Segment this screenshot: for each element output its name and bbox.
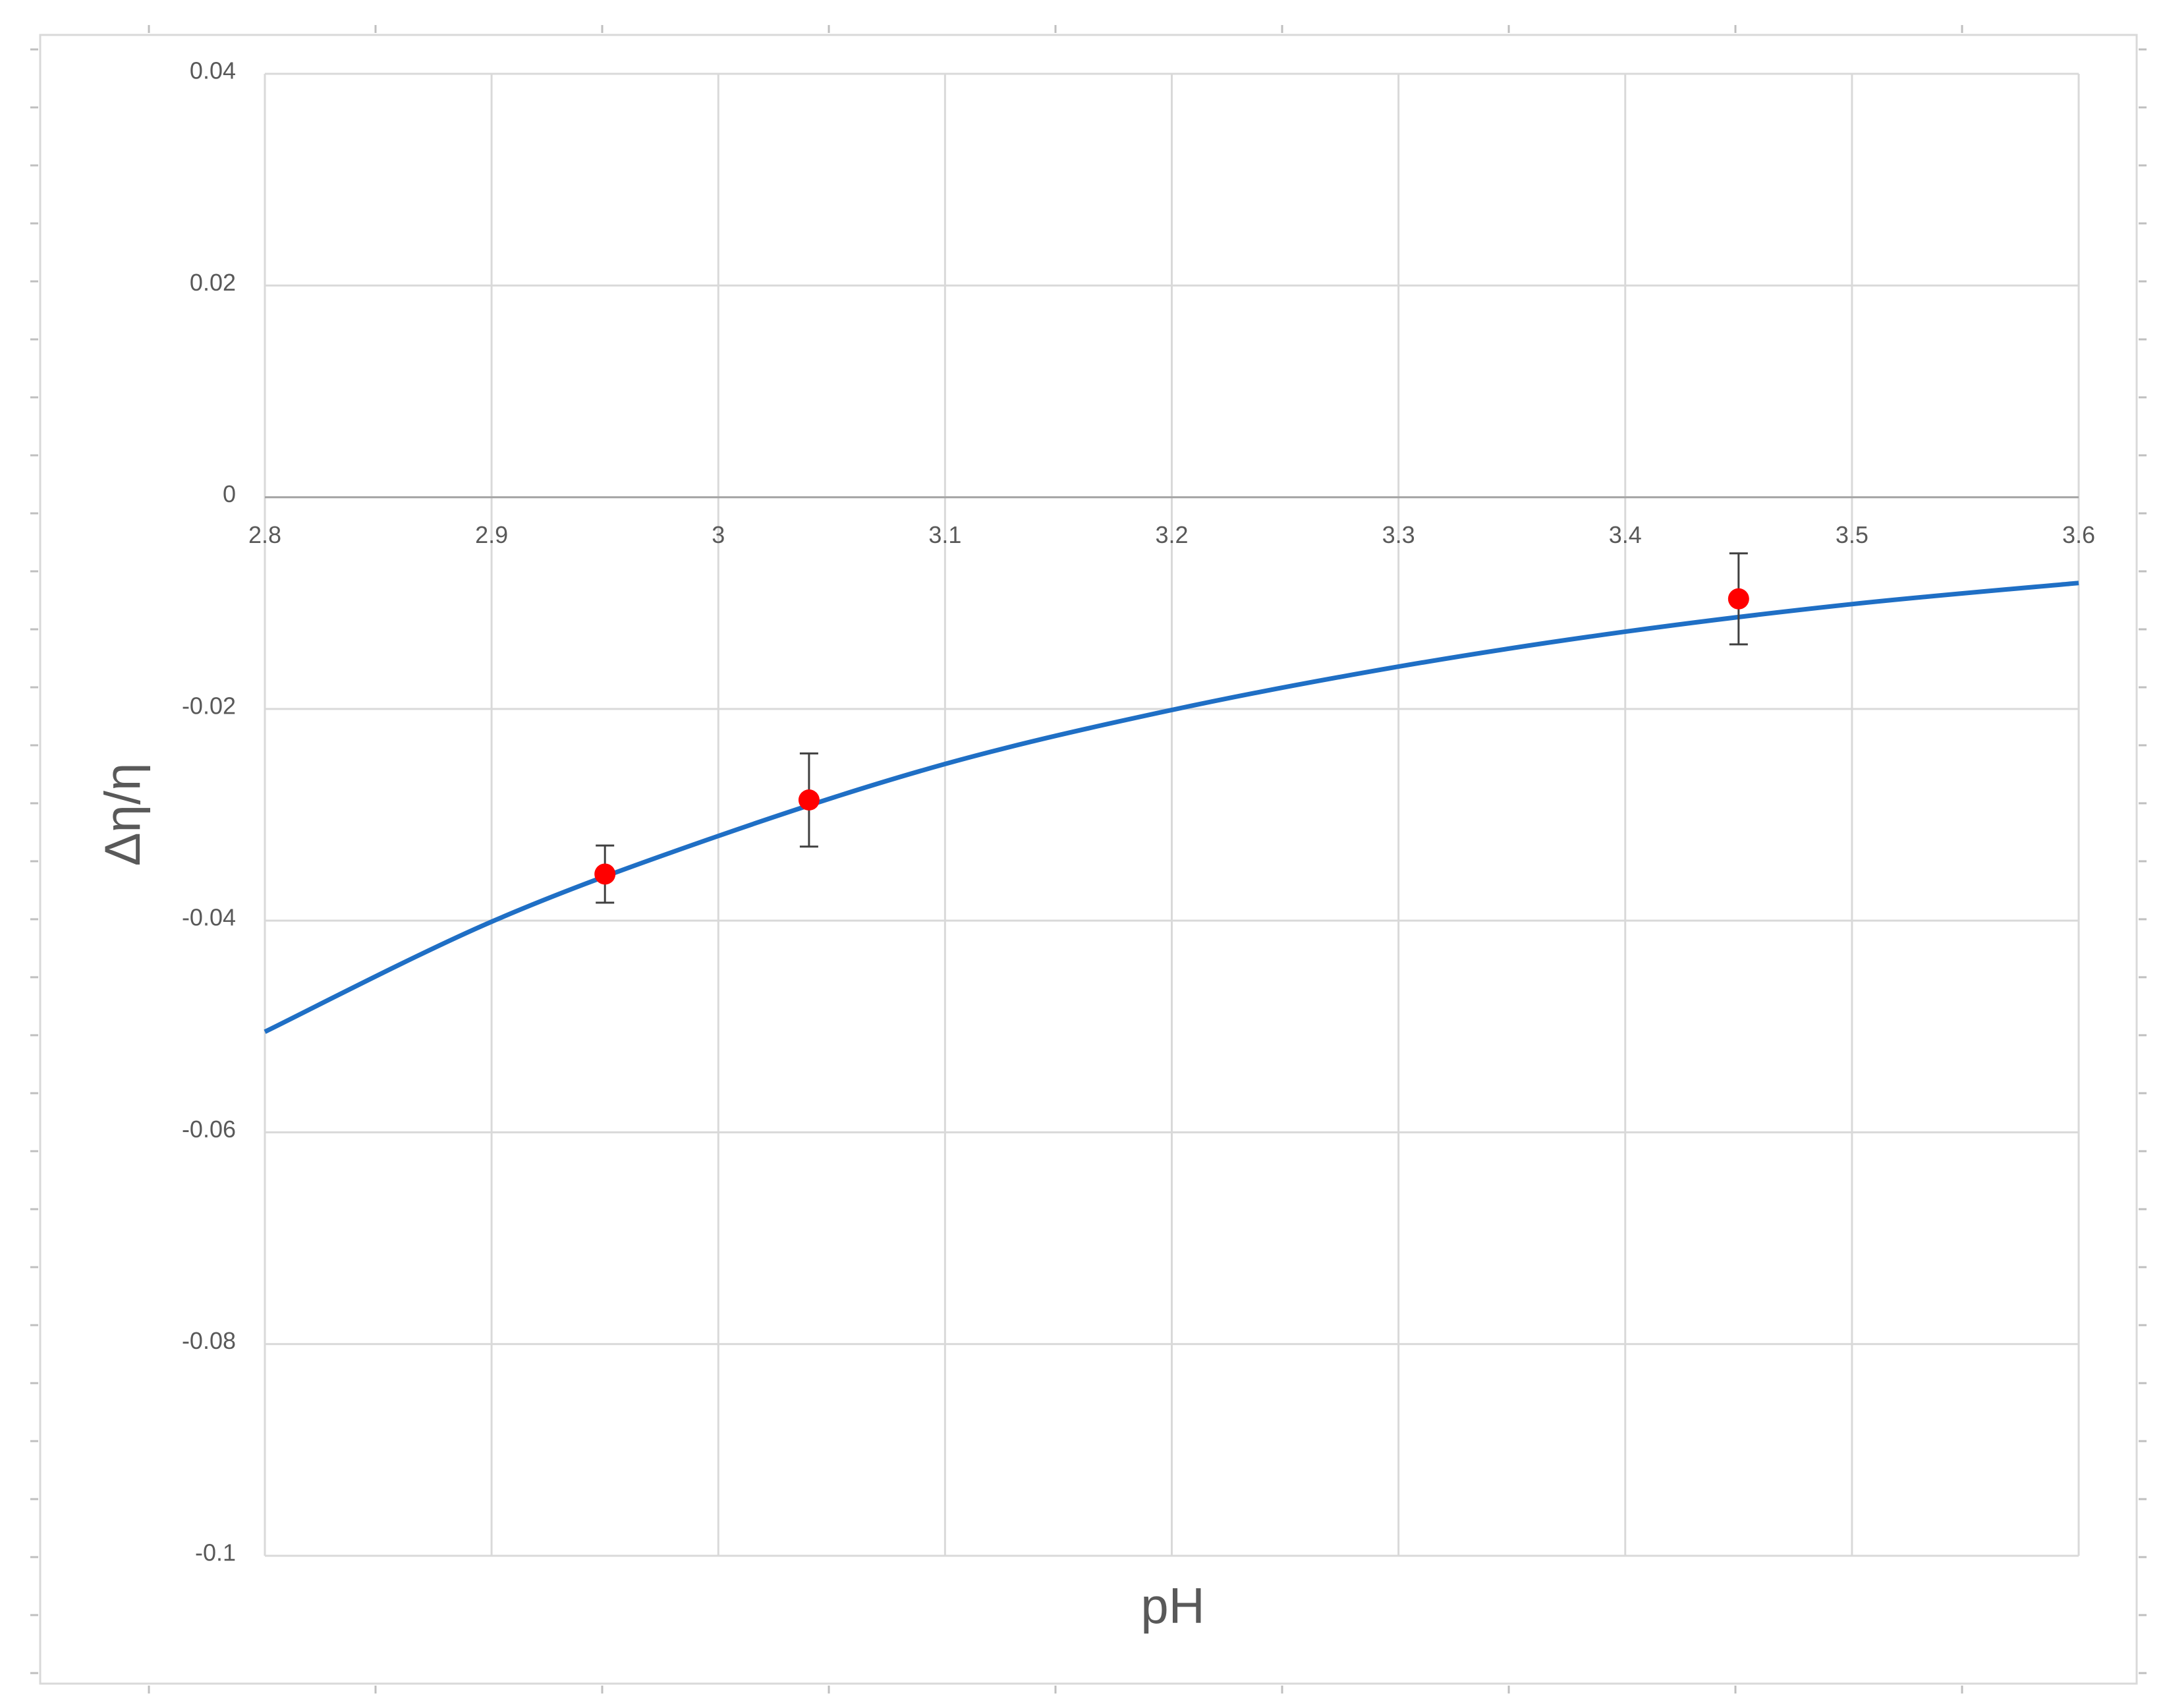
x-tick-label: 2.9 — [475, 521, 508, 548]
x-tick-label: 3 — [712, 521, 725, 548]
y-tick-label: -0.02 — [182, 692, 236, 719]
y-tick-label: -0.04 — [182, 904, 236, 931]
y-tick-label: 0.04 — [190, 57, 236, 84]
x-tick-label: 3.2 — [1155, 521, 1188, 548]
x-tick-label: 3.3 — [1382, 521, 1415, 548]
y-tick-label: 0 — [223, 480, 236, 507]
x-tick-label: 3.1 — [928, 521, 961, 548]
y-tick-label: 0.02 — [190, 269, 236, 296]
y-tick-label: -0.06 — [182, 1116, 236, 1143]
x-tick-label: 3.4 — [1609, 521, 1642, 548]
sheet-ticks — [30, 25, 2147, 1694]
x-tick-label: 3.6 — [2062, 521, 2095, 548]
y-axis-title: Δη/η — [95, 763, 151, 866]
x-tick-label: 2.8 — [248, 521, 281, 548]
x-axis-title: pH — [1140, 1578, 1204, 1634]
fit-line — [264, 581, 2079, 1034]
data-point — [1728, 588, 1749, 610]
y-tick-label: -0.1 — [195, 1539, 236, 1566]
x-tick-label: 3.5 — [1836, 521, 1869, 548]
data-point — [594, 863, 616, 885]
chart-frame — [39, 34, 2138, 1685]
data-point — [798, 789, 820, 811]
y-tick-label: -0.08 — [182, 1327, 236, 1354]
